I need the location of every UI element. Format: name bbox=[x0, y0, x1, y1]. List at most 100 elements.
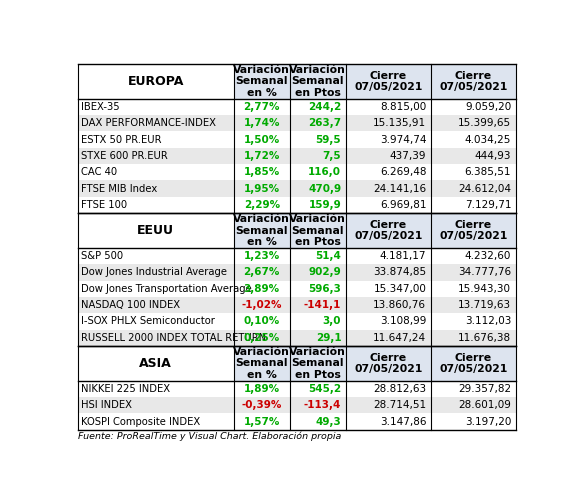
Bar bbox=[290, 330, 346, 346]
Text: 1,85%: 1,85% bbox=[244, 167, 280, 177]
Bar bbox=[234, 248, 290, 264]
Bar bbox=[78, 397, 234, 413]
Bar bbox=[78, 131, 234, 148]
Text: CAC 40: CAC 40 bbox=[81, 167, 118, 177]
Text: 4.034,25: 4.034,25 bbox=[465, 135, 511, 145]
Text: 1,74%: 1,74% bbox=[243, 118, 280, 128]
Text: Dow Jones Industrial Average: Dow Jones Industrial Average bbox=[81, 268, 228, 278]
Bar bbox=[234, 313, 290, 330]
Bar bbox=[346, 397, 431, 413]
Text: I-SOX PHLX Semiconductor: I-SOX PHLX Semiconductor bbox=[81, 317, 215, 327]
Text: 2,77%: 2,77% bbox=[243, 102, 280, 112]
Bar bbox=[234, 213, 290, 248]
Text: Cierre
07/05/2021: Cierre 07/05/2021 bbox=[354, 71, 423, 92]
Bar bbox=[234, 148, 290, 164]
Text: 116,0: 116,0 bbox=[308, 167, 341, 177]
Text: 28.812,63: 28.812,63 bbox=[373, 384, 426, 394]
Text: 1,23%: 1,23% bbox=[244, 251, 280, 261]
Text: 3,0: 3,0 bbox=[323, 317, 341, 327]
Bar bbox=[431, 148, 516, 164]
Text: 1,89%: 1,89% bbox=[244, 384, 280, 394]
Bar bbox=[346, 297, 431, 313]
Bar bbox=[346, 264, 431, 281]
Text: 3.974,74: 3.974,74 bbox=[380, 135, 426, 145]
Bar bbox=[234, 381, 290, 397]
Text: 159,9: 159,9 bbox=[309, 200, 341, 210]
Bar bbox=[234, 297, 290, 313]
Text: 15.135,91: 15.135,91 bbox=[373, 118, 426, 128]
Text: KOSPI Composite INDEX: KOSPI Composite INDEX bbox=[81, 417, 200, 426]
Text: 545,2: 545,2 bbox=[308, 384, 341, 394]
Text: 1,57%: 1,57% bbox=[244, 417, 280, 426]
Text: Variación
Semanal
en Ptos: Variación Semanal en Ptos bbox=[290, 214, 346, 247]
Bar bbox=[346, 381, 431, 397]
Bar bbox=[290, 99, 346, 115]
Bar bbox=[431, 164, 516, 180]
Bar bbox=[346, 413, 431, 430]
Bar bbox=[431, 115, 516, 131]
Bar bbox=[431, 131, 516, 148]
Text: 3.147,86: 3.147,86 bbox=[380, 417, 426, 426]
Bar bbox=[290, 397, 346, 413]
Bar bbox=[234, 115, 290, 131]
Text: 3.197,20: 3.197,20 bbox=[465, 417, 511, 426]
Bar bbox=[290, 197, 346, 213]
Text: 437,39: 437,39 bbox=[390, 151, 426, 161]
Text: 15.347,00: 15.347,00 bbox=[373, 284, 426, 294]
Text: 1,50%: 1,50% bbox=[244, 135, 280, 145]
Text: 49,3: 49,3 bbox=[316, 417, 341, 426]
Text: 11.676,38: 11.676,38 bbox=[458, 333, 511, 343]
Bar bbox=[290, 264, 346, 281]
Text: 0,10%: 0,10% bbox=[244, 317, 280, 327]
Text: 13.719,63: 13.719,63 bbox=[458, 300, 511, 310]
Text: 2,67%: 2,67% bbox=[244, 268, 280, 278]
Text: 902,9: 902,9 bbox=[309, 268, 341, 278]
Text: Variación
Semanal
en Ptos: Variación Semanal en Ptos bbox=[290, 347, 346, 380]
Bar bbox=[234, 64, 290, 99]
Bar bbox=[431, 264, 516, 281]
Bar bbox=[78, 381, 234, 397]
Text: 6.269,48: 6.269,48 bbox=[380, 167, 426, 177]
Bar bbox=[346, 313, 431, 330]
Text: 28.601,09: 28.601,09 bbox=[459, 400, 511, 410]
Text: HSI INDEX: HSI INDEX bbox=[81, 400, 133, 410]
Bar bbox=[346, 330, 431, 346]
Bar bbox=[431, 281, 516, 297]
Text: Cierre
07/05/2021: Cierre 07/05/2021 bbox=[354, 220, 423, 241]
Bar bbox=[78, 115, 234, 131]
Bar bbox=[234, 413, 290, 430]
Bar bbox=[346, 197, 431, 213]
Text: 470,9: 470,9 bbox=[308, 184, 341, 193]
Text: 3.112,03: 3.112,03 bbox=[465, 317, 511, 327]
Bar bbox=[234, 264, 290, 281]
Bar bbox=[234, 330, 290, 346]
Text: 33.874,85: 33.874,85 bbox=[373, 268, 426, 278]
Text: S&P 500: S&P 500 bbox=[81, 251, 123, 261]
Bar bbox=[78, 297, 234, 313]
Text: 9.059,20: 9.059,20 bbox=[465, 102, 511, 112]
Text: -141,1: -141,1 bbox=[304, 300, 341, 310]
Text: 24.141,16: 24.141,16 bbox=[373, 184, 426, 193]
Text: 4.232,60: 4.232,60 bbox=[465, 251, 511, 261]
Bar bbox=[290, 115, 346, 131]
Text: 24.612,04: 24.612,04 bbox=[458, 184, 511, 193]
Text: 34.777,76: 34.777,76 bbox=[458, 268, 511, 278]
Bar bbox=[346, 180, 431, 197]
Bar bbox=[290, 213, 346, 248]
Bar bbox=[78, 148, 234, 164]
Bar bbox=[290, 297, 346, 313]
Text: NIKKEI 225 INDEX: NIKKEI 225 INDEX bbox=[81, 384, 170, 394]
Bar bbox=[78, 248, 234, 264]
Text: Fuente: ProRealTime y Visual Chart. Elaboración propia: Fuente: ProRealTime y Visual Chart. Elab… bbox=[78, 431, 341, 441]
Text: ESTX 50 PR.EUR: ESTX 50 PR.EUR bbox=[81, 135, 162, 145]
Bar bbox=[290, 148, 346, 164]
Text: -113,4: -113,4 bbox=[304, 400, 341, 410]
Bar bbox=[234, 397, 290, 413]
Text: 28.714,51: 28.714,51 bbox=[373, 400, 426, 410]
Bar bbox=[290, 131, 346, 148]
Text: 2,29%: 2,29% bbox=[244, 200, 280, 210]
Text: Dow Jones Transportation Average: Dow Jones Transportation Average bbox=[81, 284, 252, 294]
Bar bbox=[234, 180, 290, 197]
Bar bbox=[234, 281, 290, 297]
Bar bbox=[78, 264, 234, 281]
